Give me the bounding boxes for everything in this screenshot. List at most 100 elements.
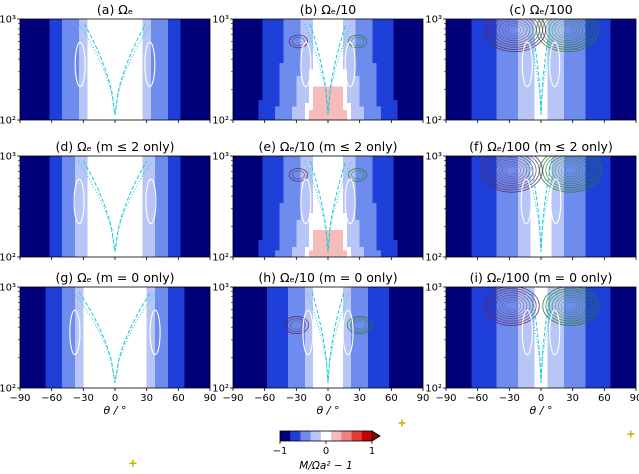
- x-tick-label: −90: [9, 393, 30, 404]
- colorbar-extend-arrow: [371, 430, 381, 442]
- wind-contour-left: [300, 178, 312, 225]
- eddy-green-ring: [351, 170, 365, 180]
- wind-contour-left: [521, 41, 533, 88]
- boundary-dotted: [77, 160, 153, 252]
- wind-contour-right: [149, 309, 161, 356]
- eddy-green-ring: [554, 159, 587, 182]
- eddy-green-ring: [557, 161, 584, 180]
- y-tick-label: 10²: [212, 253, 229, 264]
- eddy-contours-f: [480, 156, 602, 193]
- eddy-purple-ring: [501, 163, 522, 178]
- eddy-purple-ring: [492, 157, 531, 184]
- marker-plus: [129, 459, 137, 467]
- x-tick-label: −30: [499, 393, 520, 404]
- colorbar-swatch: [280, 431, 291, 441]
- panel-b-plot: [233, 19, 423, 120]
- y-tick-label: 10³: [212, 283, 229, 294]
- panel-f: (f) Ωₑ/100 (m ≤ 2 only) 10² 10³: [425, 139, 637, 296]
- boundary-dashed: [78, 291, 152, 383]
- x-tick-label: 30: [566, 393, 579, 404]
- eddy-purple-ring: [495, 294, 528, 318]
- panel-i-plot: [446, 287, 636, 388]
- panel-title-a: (a) Ωₑ: [97, 2, 133, 17]
- panel-a: (a) Ωₑ 10² 10³: [0, 2, 211, 185]
- panel-e: (e) Ωₑ/10 (m ≤ 2 only) 10² 10³: [212, 139, 424, 303]
- panel-c-plot: [446, 19, 636, 120]
- x-tick-label: −30: [286, 393, 307, 404]
- wind-contour-left: [300, 41, 312, 88]
- eddy-purple-ring: [480, 156, 543, 193]
- eddy-purple-ring: [289, 320, 303, 330]
- eddy-green-ring: [560, 25, 574, 35]
- eddy-green-ring: [564, 301, 578, 311]
- x-tick-label: −90: [222, 393, 243, 404]
- y-tick-label: 10³: [425, 15, 442, 26]
- eddy-green-ring: [351, 36, 365, 47]
- eddy-green-ring: [539, 156, 602, 193]
- wind-contour-right: [550, 178, 562, 225]
- eddy-contours-b: [288, 34, 368, 49]
- eddy-contours-e: [288, 168, 368, 182]
- eddy-green-ring: [564, 165, 578, 176]
- boundary-dashed: [309, 23, 347, 115]
- y-tick-label: 10³: [0, 283, 16, 294]
- eddy-purple-ring: [498, 296, 525, 315]
- boundary-dashed: [83, 23, 147, 115]
- eddy-purple-ring: [286, 318, 306, 332]
- eddy-green-ring: [347, 34, 368, 49]
- panel-d-plot: [20, 156, 210, 257]
- eddy-green-ring: [542, 156, 599, 191]
- wind-contours-i: [521, 309, 561, 356]
- wind-contour-left: [302, 309, 314, 356]
- y-tick-label: 10³: [425, 152, 442, 163]
- eddy-green-ring: [539, 19, 596, 50]
- eddy-green-ring: [346, 316, 373, 335]
- x-tick-label: 90: [630, 393, 639, 404]
- field-i: [446, 287, 636, 388]
- wind-contour-left: [520, 178, 532, 225]
- wind-contour-right: [342, 309, 354, 356]
- x-tick-label: −30: [73, 393, 94, 404]
- eddy-purple-ring: [486, 288, 537, 324]
- eddy-green-ring: [560, 163, 581, 178]
- panel-g-plot: [20, 287, 210, 388]
- colorbar-tick-label: 1: [369, 446, 375, 457]
- y-tick-label: 10²: [425, 253, 442, 264]
- y-tick-label: 10²: [425, 116, 442, 127]
- y-tick-label: 10³: [0, 15, 16, 26]
- y-tick-label: 10³: [425, 283, 442, 294]
- x-axis-label: θ / °: [317, 404, 340, 417]
- panel-title-e: (e) Ωₑ/10 (m ≤ 2 only): [259, 139, 398, 154]
- y-tick-label: 10²: [0, 116, 16, 127]
- panel-title-g: (g) Ωₑ (m = 0 only): [55, 270, 174, 285]
- x-tick-label: −60: [467, 393, 488, 404]
- wind-contour-right: [549, 309, 561, 356]
- wind-contours-e: [300, 178, 356, 225]
- eddy-purple-ring: [288, 168, 309, 182]
- wind-contours-a: [74, 41, 156, 88]
- boundary-dotted: [73, 291, 157, 383]
- panel-title-h: (h) Ωₑ/10 (m = 0 only): [258, 270, 397, 285]
- colorbar-swatch: [290, 431, 301, 441]
- eddy-green-ring: [548, 156, 593, 187]
- wind-contours-c: [521, 41, 561, 88]
- boundary-dotted: [78, 23, 152, 115]
- field-b: [233, 19, 423, 120]
- eddy-purple-ring: [495, 19, 534, 44]
- colorbar-swatch: [331, 431, 342, 441]
- panel-d: (d) Ωₑ (m ≤ 2 only) 10² 10³: [0, 139, 211, 314]
- eddy-purple-ring: [489, 156, 534, 187]
- marker-plus: [627, 430, 635, 438]
- eddy-purple-ring: [489, 290, 534, 322]
- eddy-green-ring: [545, 156, 596, 189]
- x-tick-label: 30: [140, 393, 153, 404]
- wind-contour-right: [344, 41, 356, 88]
- y-tick-label: 10²: [0, 253, 16, 264]
- panel-i: (i) Ωₑ/100 (m = 0 only) 10² 10³ −90 −60 −30 0 3…: [425, 270, 639, 438]
- wind-contour-left: [73, 178, 85, 225]
- wind-contours-d: [73, 178, 157, 225]
- x-tick-label: 0: [538, 393, 544, 404]
- panel-title-d: (d) Ωₑ (m ≤ 2 only): [55, 139, 174, 154]
